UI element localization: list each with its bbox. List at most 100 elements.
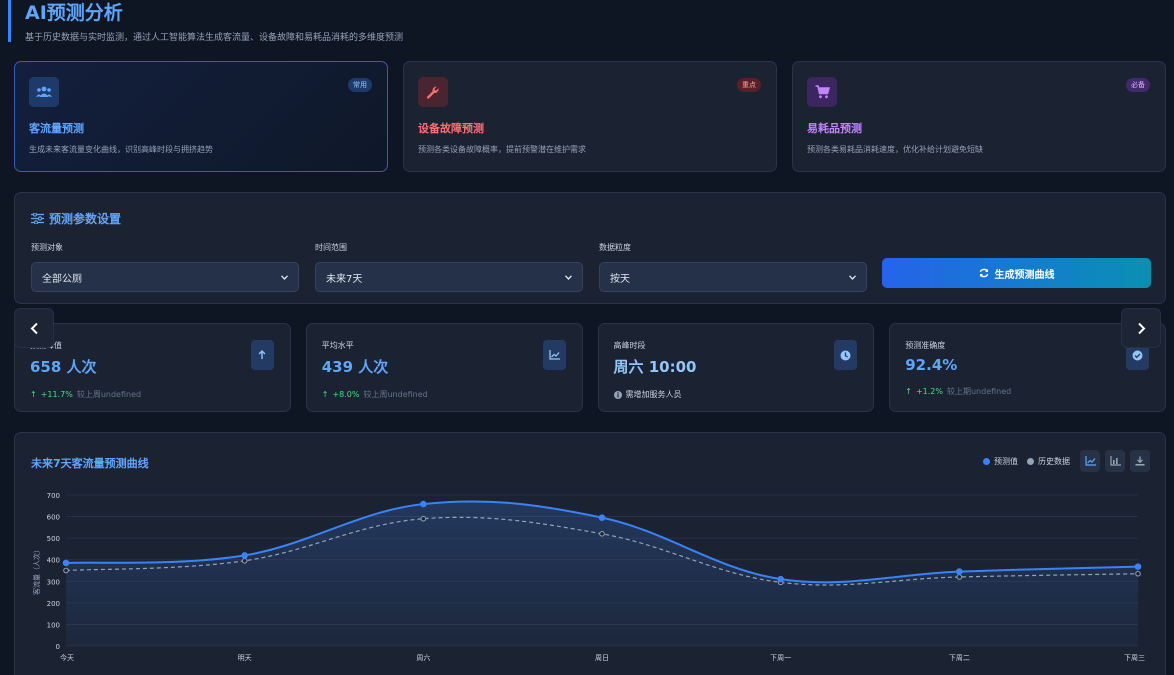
stat-footer: 需增加服务人员 <box>613 389 859 400</box>
prediction-point <box>241 552 248 559</box>
card-badge: 常用 <box>348 78 372 92</box>
card-desc: 生成未来客流量变化曲线，识别高峰时段与拥挤趋势 <box>29 145 213 154</box>
range-field: 时间范围 未来7天 <box>315 242 583 292</box>
prev-arrow-button[interactable] <box>14 308 54 348</box>
historical-point <box>1135 570 1141 577</box>
granularity-label: 数据粒度 <box>599 243 631 252</box>
forecast-line-chart: 0 100 200 300 400 500 600 700 客流量（人次） 今天 明天 周六 周日 下周一… <box>32 492 1145 662</box>
x-tick-label: 下周三 <box>1124 654 1145 662</box>
stat-note: 较上周undefined <box>363 390 428 399</box>
historical-point <box>241 557 248 564</box>
chevron-right-icon <box>1137 322 1145 334</box>
legend-label: 历史数据 <box>1038 457 1070 466</box>
prediction-point <box>62 559 70 567</box>
range-label: 时间范围 <box>315 243 347 252</box>
params-title: 预测参数设置 <box>31 210 121 227</box>
historical-point <box>420 515 427 522</box>
page-title: AI预测分析 <box>25 2 123 24</box>
y-tick-label: 200 <box>47 600 60 608</box>
card-desc: 预测各类设备故障概率，提前预警潜在维护需求 <box>418 145 586 154</box>
users-icon <box>29 77 59 107</box>
line-chart-icon <box>1084 456 1096 466</box>
granularity-value: 按天 <box>610 273 630 285</box>
stat-label: 高峰时段 <box>613 341 646 350</box>
x-tick-label: 周日 <box>595 654 609 662</box>
page-subtitle: 基于历史数据与实时监测，通过人工智能算法生成客流量、设备故障和易耗品消耗的多维度… <box>25 33 404 43</box>
y-tick-label: 100 <box>47 621 60 629</box>
prediction-area <box>66 501 1138 646</box>
stat-peak-time: 高峰时段 周六 10:00 需增加服务人员 <box>597 323 875 412</box>
trend-up-icon: ↑ <box>905 387 912 396</box>
target-value: 全部公厕 <box>42 273 82 285</box>
download-icon <box>1135 456 1145 466</box>
range-value: 未来7天 <box>326 273 363 285</box>
chart-legend: 预测值 历史数据 <box>983 456 1070 467</box>
x-tick-label: 下周二 <box>949 654 970 662</box>
stat-footer: ↑ +11.7% 较上周undefined <box>30 389 275 400</box>
card-equipment-failure[interactable]: 重点 设备故障预测 预测各类设备故障概率，提前预警潜在维护需求 <box>403 61 777 172</box>
stat-trend: +8.0% <box>332 390 360 399</box>
stat-accuracy: 预测准确度 92.4% ↑ +1.2% 较上期undefined <box>889 323 1166 412</box>
target-select[interactable]: 全部公厕 <box>31 262 299 292</box>
y-tick-label: 400 <box>47 557 60 565</box>
legend-dot <box>983 458 990 465</box>
forecast-chart-panel: 未来7天客流量预测曲线 预测值 历史数据 0 100 200 300 400 500 600… <box>14 432 1166 675</box>
x-tick-label: 明天 <box>238 654 252 662</box>
card-title: 客流量预测 <box>29 122 84 135</box>
stats-row: 预测峰值 658 人次 ↑ +11.7% 较上周undefined 平均水平 4… <box>14 323 1166 412</box>
legend-item-hist[interactable]: 历史数据 <box>1027 456 1070 467</box>
line-view-button[interactable] <box>1080 450 1100 472</box>
card-title: 设备故障预测 <box>418 122 484 135</box>
stat-value: 92.4% <box>905 356 958 374</box>
cart-icon <box>807 77 837 107</box>
chevron-down-icon <box>849 274 856 280</box>
params-title-text: 预测参数设置 <box>49 212 122 226</box>
prediction-point <box>598 514 606 521</box>
card-consumables[interactable]: 必备 易耗品预测 预测各类易耗品消耗速度，优化补给计划避免短缺 <box>792 61 1166 172</box>
y-axis-label: 客流量（人次） <box>32 546 41 595</box>
bar-chart-icon <box>1109 456 1121 466</box>
historical-point <box>599 531 605 537</box>
legend-label: 预测值 <box>994 457 1018 466</box>
prediction-point <box>1134 563 1142 570</box>
bar-view-button[interactable] <box>1105 450 1125 472</box>
y-tick-label: 0 <box>56 643 60 651</box>
legend-item-pred[interactable]: 预测值 <box>983 456 1018 467</box>
card-desc: 预测各类易耗品消耗速度，优化补给计划避免短缺 <box>807 145 983 154</box>
chevron-left-icon <box>30 322 38 334</box>
range-select[interactable]: 未来7天 <box>315 262 583 292</box>
stat-label: 预测准确度 <box>905 341 946 350</box>
prediction-params-panel: 预测参数设置 预测对象 全部公厕 时间范围 未来7天 数据粒度 按天 生成预测曲… <box>14 192 1166 304</box>
stat-value: 658 人次 <box>30 358 97 376</box>
download-button[interactable] <box>1130 450 1150 472</box>
sliders-icon <box>31 213 44 224</box>
historical-point <box>956 574 963 580</box>
stat-footer: ↑ +1.2% 较上期undefined <box>905 386 1150 397</box>
prediction-point <box>956 568 963 575</box>
y-tick-label: 500 <box>47 535 60 543</box>
trend-up-icon: ↑ <box>30 390 37 399</box>
line-chart-icon <box>542 340 566 370</box>
trend-up-icon: ↑ <box>321 390 329 399</box>
stat-trend: +11.7% <box>40 390 73 399</box>
target-label: 预测对象 <box>31 243 63 252</box>
card-passenger-flow[interactable]: 常用 客流量预测 生成未来客流量变化曲线，识别高峰时段与拥挤趋势 <box>14 61 388 172</box>
next-arrow-button[interactable] <box>1121 308 1161 348</box>
target-field: 预测对象 全部公厕 <box>31 242 299 292</box>
refresh-icon <box>979 268 988 278</box>
y-tick-label: 600 <box>47 514 60 522</box>
card-badge: 重点 <box>737 78 761 92</box>
chart-title: 未来7天客流量预测曲线 <box>31 457 149 470</box>
generate-forecast-label: 生成预测曲线 <box>994 269 1055 281</box>
stat-trend: +1.2% <box>915 387 943 396</box>
y-tick-label: 700 <box>47 492 60 500</box>
granularity-select[interactable]: 按天 <box>599 262 867 292</box>
generate-forecast-button[interactable]: 生成预测曲线 <box>882 258 1151 288</box>
y-tick-label: 300 <box>47 578 60 586</box>
card-title: 易耗品预测 <box>807 122 862 135</box>
info-icon <box>613 390 622 399</box>
page-header: AI预测分析 基于历史数据与实时监测，通过人工智能算法生成客流量、设备故障和易耗… <box>8 0 404 43</box>
chart-toolbar <box>1080 450 1150 472</box>
wrench-icon <box>418 77 448 107</box>
stat-label: 预测峰值 <box>30 340 275 351</box>
